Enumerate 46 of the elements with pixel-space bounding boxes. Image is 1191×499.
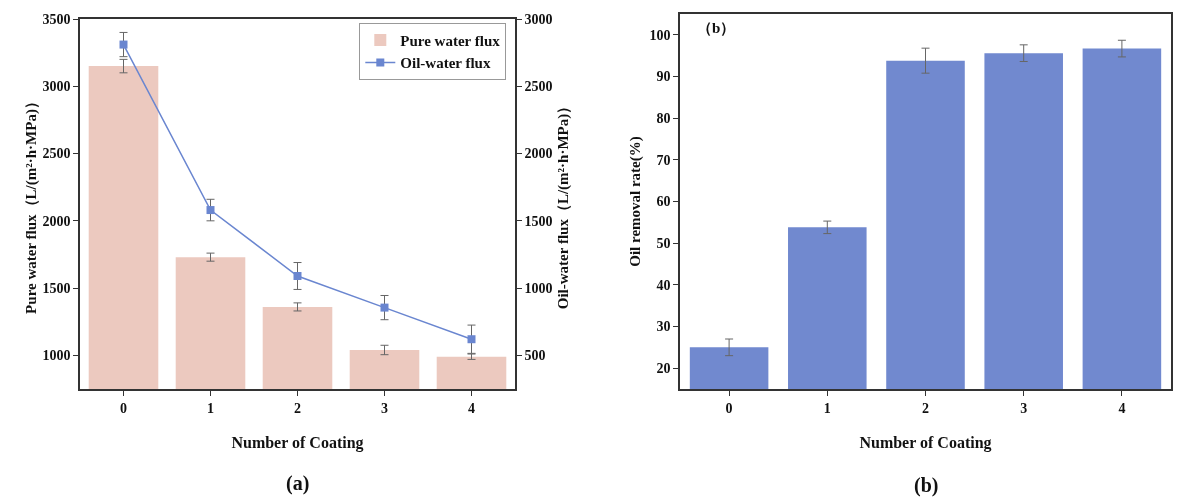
y-tick-label: 3000 [42, 79, 71, 95]
text: (a) [286, 472, 310, 495]
y-tick-label: 20 [656, 361, 671, 377]
point [467, 335, 476, 344]
y2-tick-label: 500 [524, 348, 546, 364]
y-tick-label: 30 [656, 319, 671, 335]
annotation: （b） [697, 20, 736, 36]
y2-tick-label: 2500 [524, 79, 553, 95]
y2-tick-label: 3000 [524, 11, 553, 27]
x-tick-label: 4 [468, 400, 475, 416]
y-tick-label: 2500 [42, 146, 71, 162]
legend-label: Oil-water flux [400, 55, 491, 72]
y2-tick-label: 2000 [524, 146, 553, 162]
y-tick-label: 40 [656, 277, 671, 293]
y-tick-label: 60 [656, 194, 671, 210]
point [380, 303, 389, 312]
y2-tick-label: 1500 [524, 213, 553, 229]
y-axis-title: Pure water flux（L/(m²·h·MPa)） [23, 94, 41, 314]
y2-tick-label: 1000 [524, 280, 553, 296]
x-axis-title: Number of Coating [231, 433, 364, 452]
x-tick-label: 1 [823, 400, 831, 416]
y-tick-label: 90 [656, 69, 671, 85]
x-tick-label: 3 [1020, 400, 1028, 416]
x-tick-label: 3 [381, 400, 388, 416]
x-tick-label: 0 [725, 400, 733, 416]
x-tick-label: 1 [207, 400, 214, 416]
y-tick-label: 50 [656, 236, 671, 252]
y-tick-label: 1000 [42, 348, 71, 364]
y-axis-title: Oil removal rate(%) [626, 136, 644, 267]
y-tick-label: 2000 [42, 213, 71, 229]
y-tick-label: 100 [649, 27, 671, 43]
x-tick-label: 4 [1118, 400, 1126, 416]
y2-axis-title: Oil-water flux（L/(m²·h·MPa)） [554, 98, 572, 310]
point [119, 40, 128, 49]
y-tick-label: 1500 [42, 280, 71, 296]
point [206, 206, 215, 215]
y-tick-label: 70 [656, 152, 671, 168]
y-tick-label: 3500 [42, 11, 71, 27]
point [293, 271, 302, 280]
x-tick-label: 0 [120, 400, 127, 416]
x-tick-label: 2 [922, 400, 929, 416]
x-axis-title: Number of Coating [859, 433, 992, 452]
x-tick-label: 2 [294, 400, 301, 416]
y-tick-label: 80 [656, 111, 671, 127]
text: (b) [914, 474, 939, 497]
legend-label: Pure water flux [400, 32, 501, 49]
